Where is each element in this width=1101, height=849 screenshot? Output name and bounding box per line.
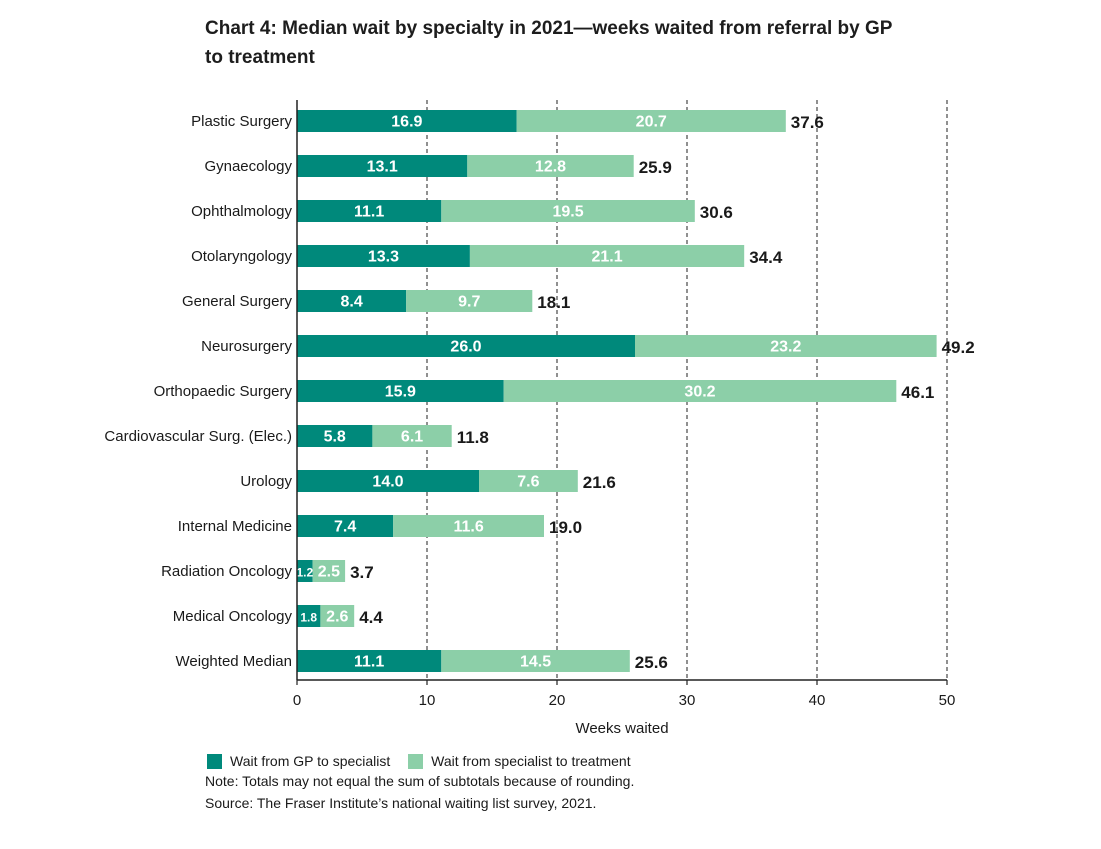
bar-specialist [469, 245, 745, 267]
category-label: General Surgery [182, 293, 293, 310]
value-label-gp: 16.9 [391, 114, 422, 131]
bar-gp [297, 245, 470, 267]
x-axis-title: Weeks waited [575, 720, 668, 737]
total-label: 25.6 [635, 653, 668, 672]
total-label: 25.9 [639, 158, 672, 177]
source-note: Source: The Fraser Institute’s national … [205, 795, 597, 811]
legend-swatch-gp [207, 753, 222, 769]
value-label-specialist: 11.6 [453, 519, 483, 536]
bar-specialist [635, 335, 937, 357]
total-label: 3.7 [350, 563, 374, 582]
category-label: Orthopaedic Surgery [154, 383, 293, 400]
bar-gp [297, 515, 394, 537]
category-label: Plastic Surgery [191, 113, 292, 130]
category-label: Medical Oncology [173, 608, 293, 625]
total-label: 11.8 [457, 428, 489, 447]
bar-gp [297, 335, 635, 357]
x-tick-label: 20 [549, 692, 566, 709]
total-label: 49.2 [942, 338, 975, 357]
legend-label-specialist: Wait from specialist to treatment [431, 753, 631, 769]
bar-specialist [406, 290, 533, 312]
footnote: Note: Totals may not equal the sum of su… [205, 773, 635, 789]
value-label-specialist: 23.2 [770, 339, 801, 356]
chart-title: Chart 4: Median wait by specialty in 202… [205, 18, 893, 68]
bar-gp [297, 200, 442, 222]
total-label: 4.4 [359, 608, 383, 627]
value-label-specialist: 19.5 [552, 204, 583, 221]
value-label-specialist: 30.2 [684, 384, 715, 401]
value-label-specialist: 21.1 [591, 249, 622, 266]
total-label: 21.6 [583, 473, 616, 492]
category-label: Neurosurgery [201, 338, 292, 355]
total-label: 37.6 [791, 113, 824, 132]
category-label: Gynaecology [204, 158, 292, 175]
legend-swatch-specialist [408, 753, 424, 769]
legend-label-gp: Wait from GP to specialist [230, 753, 391, 769]
bar-specialist [503, 380, 897, 402]
total-label: 46.1 [901, 383, 934, 402]
total-label: 19.0 [549, 518, 582, 537]
bar-gp [297, 560, 313, 582]
category-label: Cardiovascular Surg. (Elec.) [104, 428, 292, 445]
bar-gp [297, 425, 373, 447]
category-label: Ophthalmology [191, 203, 292, 220]
value-label-gp: 7.4 [334, 519, 356, 536]
category-label: Weighted Median [176, 653, 292, 670]
bar-gp [297, 380, 504, 402]
bar-specialist [516, 110, 786, 132]
bar-gp [297, 155, 468, 177]
bar-specialist [320, 605, 355, 627]
bar-gp [297, 605, 321, 627]
value-label-specialist: 6.1 [401, 429, 423, 446]
value-label-gp: 13.1 [367, 159, 398, 176]
value-label-gp: 26.0 [450, 339, 481, 356]
category-label: Otolaryngology [191, 248, 292, 265]
value-label-specialist: 9.7 [458, 294, 480, 311]
value-label-gp: 15.9 [385, 384, 416, 401]
bar-specialist [479, 470, 578, 492]
x-tick-label: 40 [809, 692, 826, 709]
category-label: Urology [240, 473, 292, 490]
x-tick-label: 50 [939, 692, 956, 709]
value-label-specialist: 12.8 [535, 159, 566, 176]
bar-specialist [372, 425, 452, 447]
x-tick-label: 30 [679, 692, 696, 709]
value-label-specialist: 2.5 [318, 564, 340, 581]
bar-specialist [441, 650, 630, 672]
total-label: 34.4 [749, 248, 783, 267]
value-label-specialist: 2.6 [326, 609, 348, 626]
value-label-gp: 11.1 [354, 204, 384, 221]
value-label-specialist: 14.5 [520, 654, 551, 671]
bar-specialist [312, 560, 346, 582]
total-label: 30.6 [700, 203, 733, 222]
legend: Wait from GP to specialist Wait from spe… [207, 753, 645, 772]
value-label-specialist: 7.6 [517, 474, 539, 491]
value-label-gp: 11.1 [354, 654, 384, 671]
bar-gp [297, 470, 479, 492]
bar-specialist [393, 515, 544, 537]
legend-item-gp: Wait from GP to specialist [207, 753, 390, 769]
category-label: Radiation Oncology [161, 563, 292, 580]
value-label-gp: 8.4 [340, 294, 362, 311]
value-label-specialist: 20.7 [636, 114, 667, 131]
value-label-gp: 5.8 [324, 429, 346, 446]
value-label-gp: 1.2 [296, 566, 313, 580]
bar-gp [297, 650, 442, 672]
value-label-gp: 13.3 [368, 249, 399, 266]
x-tick-label: 10 [419, 692, 436, 709]
legend-item-specialist: Wait from specialist to treatment [408, 753, 631, 769]
bar-gp [297, 110, 517, 132]
x-tick-label: 0 [293, 692, 301, 709]
chart-plot: Plastic Surgery 16.9 20.7 37.6 Gynaecology 13… [104, 100, 975, 737]
value-label-gp: 14.0 [372, 474, 403, 491]
bar-specialist [441, 200, 695, 222]
value-label-gp: 1.8 [300, 611, 317, 625]
total-label: 18.1 [537, 293, 570, 312]
category-label: Internal Medicine [178, 518, 292, 535]
bar-gp [297, 290, 407, 312]
bar-specialist [467, 155, 634, 177]
